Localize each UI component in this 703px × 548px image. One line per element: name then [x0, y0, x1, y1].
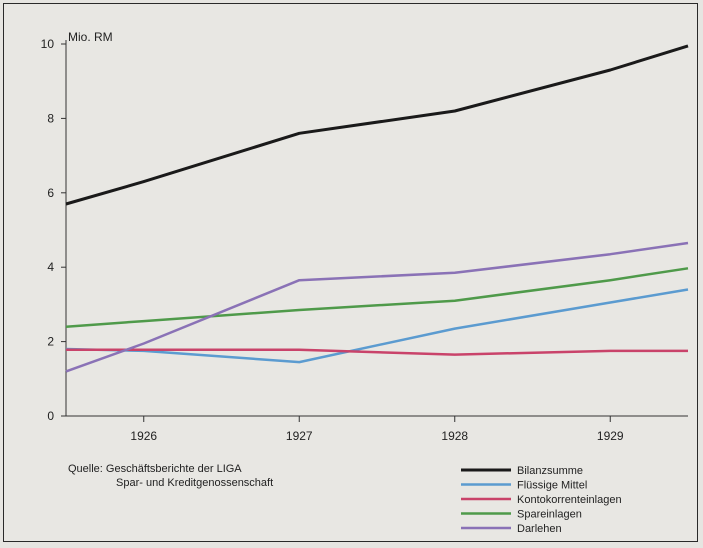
y-tick-label: 6 — [47, 186, 54, 200]
legend: Bilanzsumme Flüssige Mittel Kontokorrentei… — [461, 465, 622, 535]
y-axis-unit: Mio. RM — [68, 30, 113, 44]
series-line-bilanzsumme — [65, 44, 689, 206]
y-tick-label: 4 — [47, 260, 54, 274]
series-layer — [65, 44, 689, 373]
legend-label: Spareinlagen — [517, 509, 582, 521]
chart-frame: 0 2 4 6 8 10 1926 1927 1928 1929 Mio. RM Quelle: … — [3, 3, 698, 542]
x-tick-label: 1926 — [130, 429, 157, 443]
axes: 0 2 4 6 8 10 1926 1927 1928 1929 — [41, 37, 688, 443]
source-line: Spar- und Kreditgenossenschaft — [116, 477, 273, 489]
y-tick-label: 8 — [47, 111, 54, 125]
series-line-kontokorrenteinlagen — [66, 348, 688, 356]
source-note: Quelle: Geschäftsberichte der LIGA Spar- … — [68, 463, 273, 489]
y-tick-label: 10 — [41, 37, 55, 51]
source-line: Quelle: Geschäftsberichte der LIGA — [68, 463, 242, 475]
legend-label: Flüssige Mittel — [517, 480, 587, 492]
y-tick-label: 2 — [47, 335, 54, 349]
legend-label: Kontokorrenteinlagen — [517, 494, 622, 506]
series-line-spareinlagen — [65, 267, 689, 328]
x-tick-label: 1927 — [286, 429, 313, 443]
x-tick-label: 1928 — [441, 429, 468, 443]
line-chart: 0 2 4 6 8 10 1926 1927 1928 1929 Mio. RM Quelle: … — [41, 30, 689, 535]
x-tick-label: 1929 — [597, 429, 624, 443]
legend-label: Darlehen — [517, 523, 562, 535]
legend-label: Bilanzsumme — [517, 465, 583, 477]
series-line-darlehen — [65, 241, 689, 373]
y-tick-label: 0 — [47, 409, 54, 423]
